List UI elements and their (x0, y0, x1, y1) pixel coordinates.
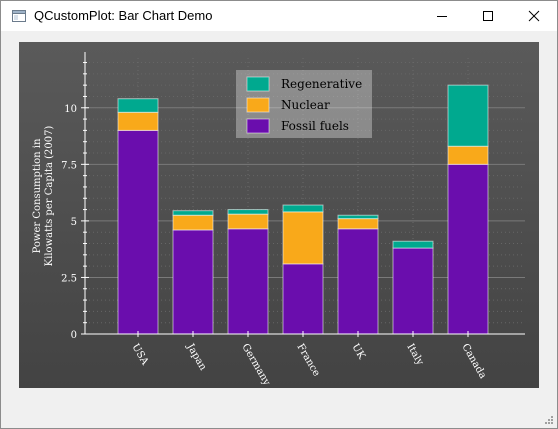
y-tick-label: 2.5 (61, 273, 77, 284)
y-tick-label: 7.5 (61, 160, 77, 171)
bar (447, 163, 489, 335)
bar (117, 98, 159, 113)
minimize-icon (437, 16, 447, 17)
y-tick-label: 0 (71, 330, 77, 341)
bar (227, 228, 269, 335)
bar (117, 111, 159, 131)
bar (282, 211, 324, 265)
minimize-button[interactable] (419, 1, 465, 31)
bar (117, 129, 159, 335)
legend-label: Fossil fuels (281, 119, 349, 133)
bar (172, 210, 214, 216)
bar (447, 84, 489, 147)
bar (227, 213, 269, 230)
bar (392, 240, 434, 249)
maximize-button[interactable] (465, 1, 511, 31)
y-axis-label: Power Consumption inKilowatts per Capita… (32, 126, 55, 267)
bar (337, 214, 379, 220)
bars (117, 84, 489, 335)
bar (282, 204, 324, 213)
legend-label: Regenerative (281, 77, 362, 91)
legend-swatch (246, 97, 270, 113)
legend-swatch (246, 76, 270, 92)
y-axis-label-line: Kilowatts per Capita (2007) (44, 126, 55, 267)
bar (337, 218, 379, 230)
bar (282, 263, 324, 335)
bar (172, 214, 214, 231)
close-icon (528, 10, 540, 22)
bar (227, 209, 269, 215)
title-bar[interactable]: QCustomPlot: Bar Chart Demo (1, 1, 557, 31)
bar (337, 228, 379, 335)
legend[interactable]: Regenerative Nuclear Fossil fuels (236, 70, 372, 138)
close-button[interactable] (511, 1, 557, 31)
app-window-icon (12, 10, 26, 22)
window-title: QCustomPlot: Bar Chart Demo (34, 8, 213, 23)
bar (172, 229, 214, 335)
bar (447, 145, 489, 165)
y-tick-label: 10 (64, 104, 77, 115)
maximize-icon (483, 11, 493, 21)
y-axis-label-line: Power Consumption in (32, 138, 43, 253)
bar (392, 247, 434, 335)
legend-label: Nuclear (281, 98, 330, 112)
y-tick-label: 5 (71, 217, 77, 228)
legend-swatch (246, 118, 270, 134)
resize-grip-icon[interactable] (544, 415, 554, 425)
plot-widget[interactable]: 0 2.5 5 7.5 10 USA Japan Germany France UK Italy Ca… (19, 42, 539, 388)
